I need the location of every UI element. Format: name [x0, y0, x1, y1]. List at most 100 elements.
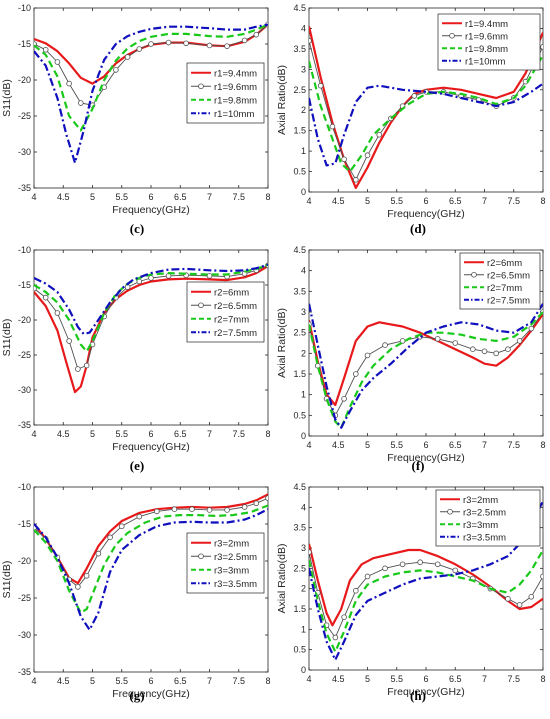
- series-point: [399, 561, 406, 568]
- series: [34, 23, 268, 164]
- series-point: [206, 507, 213, 513]
- y-tick-label: 0: [301, 665, 306, 675]
- series-point: [452, 567, 459, 574]
- series-point: [309, 37, 312, 44]
- x-tick-label: 6.5: [174, 676, 187, 686]
- y-tick-label: 2.5: [293, 563, 306, 573]
- series-point: [241, 37, 248, 44]
- series-point: [352, 587, 359, 594]
- chart-panel: 4 4.5 5 5.5 6 6.5 7 7.5 8 -35 -30 -25 -20 -15 -10 Frequ…: [1, 3, 271, 236]
- series-point: [171, 506, 178, 513]
- x-tick-label: 4: [31, 192, 36, 202]
- x-tick-label: 7.5: [507, 674, 520, 684]
- y-tick-label: -25: [18, 593, 31, 603]
- series-line: [309, 303, 543, 429]
- y-tick-label: 1: [301, 146, 306, 156]
- series-point: [505, 596, 511, 602]
- x-tick-label: 7: [482, 196, 487, 206]
- series-line: [34, 493, 268, 585]
- y-tick-label: 0: [301, 431, 306, 441]
- series-point: [165, 39, 172, 46]
- series-point: [364, 352, 371, 359]
- x-tick-label: 4: [31, 676, 36, 686]
- series-point: [183, 40, 189, 47]
- series-point: [124, 54, 131, 60]
- series-point: [314, 362, 321, 369]
- y-tick-label: 2: [301, 105, 306, 115]
- series-point: [95, 550, 102, 557]
- x-axis-label: Frequency(GHz): [112, 688, 190, 700]
- x-tick-label: 5: [365, 196, 370, 206]
- series-point: [452, 340, 459, 346]
- series-point: [148, 41, 154, 47]
- series-point: [54, 59, 61, 65]
- series-point: [329, 123, 336, 130]
- y-tick-label: -30: [18, 147, 31, 157]
- x-tick-label: 5.5: [115, 192, 128, 202]
- series-point: [341, 395, 347, 402]
- x-tick-label: 6: [148, 429, 153, 439]
- x-tick-label: 4.5: [57, 192, 70, 202]
- series-point: [83, 572, 90, 579]
- series-point: [341, 614, 347, 620]
- series-point: [241, 504, 248, 510]
- series-point: [54, 310, 61, 316]
- x-tick-label: 6: [148, 676, 153, 686]
- x-tick-label: 6.5: [449, 440, 462, 450]
- series: [309, 309, 543, 419]
- y-tick-label: -35: [18, 667, 31, 677]
- x-tick-label: 4: [306, 440, 311, 450]
- x-tick-label: 4.5: [332, 196, 345, 206]
- series-point: [309, 549, 312, 555]
- x-tick-label: 4: [306, 196, 311, 206]
- legend-label: r1=9.8mm: [465, 44, 508, 55]
- series: [309, 82, 543, 167]
- series-point: [75, 366, 81, 372]
- series-point: [66, 80, 72, 87]
- x-tick-label: 7: [482, 440, 487, 450]
- x-tick-label: 4.5: [57, 429, 70, 439]
- legend-marker: [449, 32, 455, 39]
- x-tick-label: 5: [90, 192, 95, 202]
- series-line: [34, 497, 268, 588]
- y-tick-label: -25: [18, 350, 31, 360]
- y-tick-label: -30: [18, 630, 31, 640]
- y-tick-label: 4: [301, 266, 306, 276]
- x-tick-label: 4: [31, 429, 36, 439]
- series-line: [309, 54, 543, 173]
- series-point: [332, 634, 339, 641]
- chart-panel: 4 4.5 5 5.5 6 6.5 7 7.5 8 0 0.5 1 1.5 2 2.5 3 3.5 4 4.5 Fre…: [276, 482, 546, 703]
- legend-marker: [198, 553, 204, 560]
- x-tick-label: 6: [423, 196, 428, 206]
- x-tick-label: 7.5: [507, 196, 520, 206]
- series-point: [434, 561, 441, 568]
- y-axis-label: Axial Ratio(dB): [276, 543, 288, 613]
- series-point: [417, 559, 423, 566]
- x-tick-label: 5.5: [115, 676, 128, 686]
- series-point: [399, 338, 406, 344]
- y-tick-label: 1.5: [293, 604, 306, 614]
- y-tick-label: 0.5: [293, 410, 306, 420]
- y-tick-label: 0.5: [293, 167, 306, 177]
- series-line: [309, 82, 543, 167]
- series: [34, 262, 268, 372]
- series-point: [136, 46, 143, 52]
- y-tick-label: 3.5: [293, 523, 306, 533]
- x-tick-label: 6.5: [174, 192, 187, 202]
- y-tick-label: -15: [18, 39, 31, 49]
- legend-label: r2=6mm: [487, 258, 522, 269]
- series-point: [516, 602, 523, 608]
- legend-marker: [471, 271, 477, 278]
- y-tick-label: -15: [18, 280, 31, 290]
- chart-panel: 4 4.5 5 5.5 6 6.5 7 7.5 8 -35 -30 -25 -20 -15 -10 Frequ…: [1, 482, 271, 703]
- x-tick-label: 5: [90, 676, 95, 686]
- y-tick-label: 0.5: [293, 645, 306, 655]
- legend-label: r2=6mm: [214, 287, 249, 298]
- legend-label: r2=7.5mm: [487, 295, 530, 306]
- series: [34, 23, 268, 132]
- panel-caption: (h): [410, 688, 426, 703]
- y-tick-label: 1.5: [293, 126, 306, 136]
- series-point: [516, 338, 523, 344]
- series-point: [265, 495, 268, 501]
- series-line: [34, 23, 268, 132]
